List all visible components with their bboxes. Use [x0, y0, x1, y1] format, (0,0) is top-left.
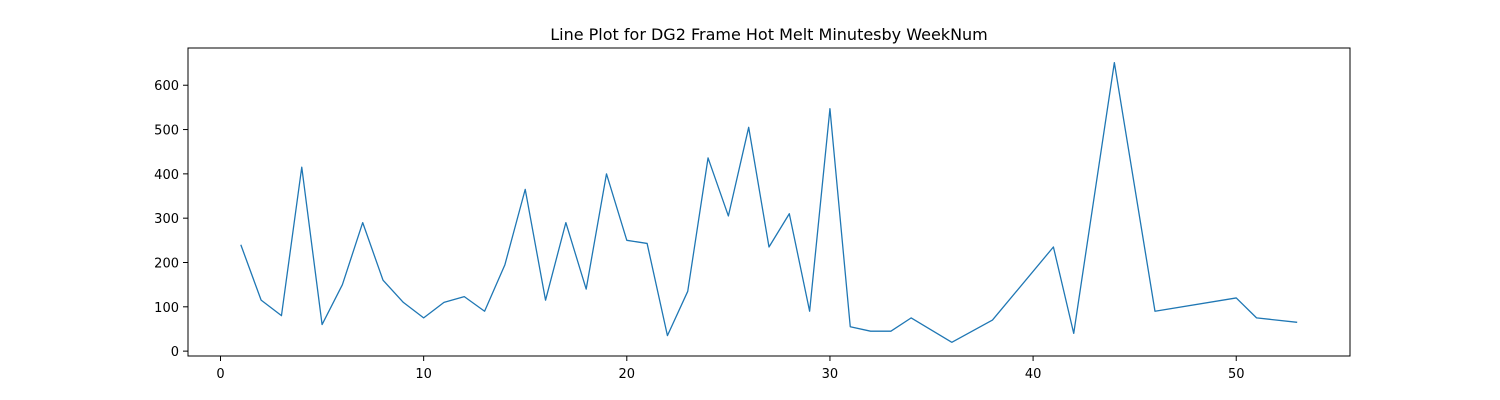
y-tick-label: 600 — [154, 79, 179, 94]
y-tick-label: 100 — [154, 301, 179, 316]
y-tick-label: 0 — [171, 345, 179, 360]
x-tick-label: 10 — [415, 367, 432, 382]
x-tick-label: 50 — [1228, 367, 1245, 382]
x-axis: 0 10 20 30 40 50 — [216, 356, 1245, 382]
x-tick-label: 20 — [619, 367, 636, 382]
y-tick-label: 500 — [154, 124, 179, 139]
series-line — [240, 61, 1298, 343]
series-layer — [240, 61, 1298, 343]
x-tick-label: 0 — [216, 367, 224, 382]
y-tick-label: 400 — [154, 168, 179, 183]
x-tick-label: 30 — [822, 367, 839, 382]
y-tick-label: 200 — [154, 256, 179, 271]
y-axis: 0 100 200 300 400 500 600 — [154, 79, 188, 360]
y-tick-label: 300 — [154, 212, 179, 227]
x-tick-label: 40 — [1025, 367, 1042, 382]
plot-area-frame — [187, 47, 1351, 357]
chart-title: Line Plot for DG2 Frame Hot Melt Minutes… — [550, 25, 988, 44]
